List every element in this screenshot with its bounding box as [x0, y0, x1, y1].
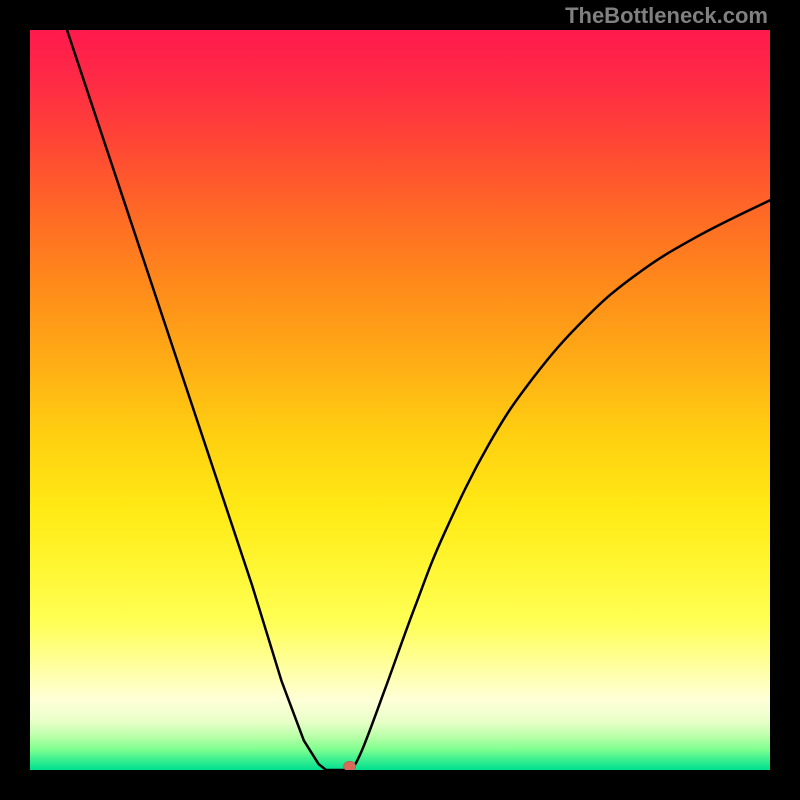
plot-area — [30, 30, 770, 770]
watermark-label: TheBottleneck.com — [565, 3, 768, 29]
plot-svg — [30, 30, 770, 770]
chart-frame: TheBottleneck.com — [0, 0, 800, 800]
optimum-marker — [344, 761, 356, 770]
